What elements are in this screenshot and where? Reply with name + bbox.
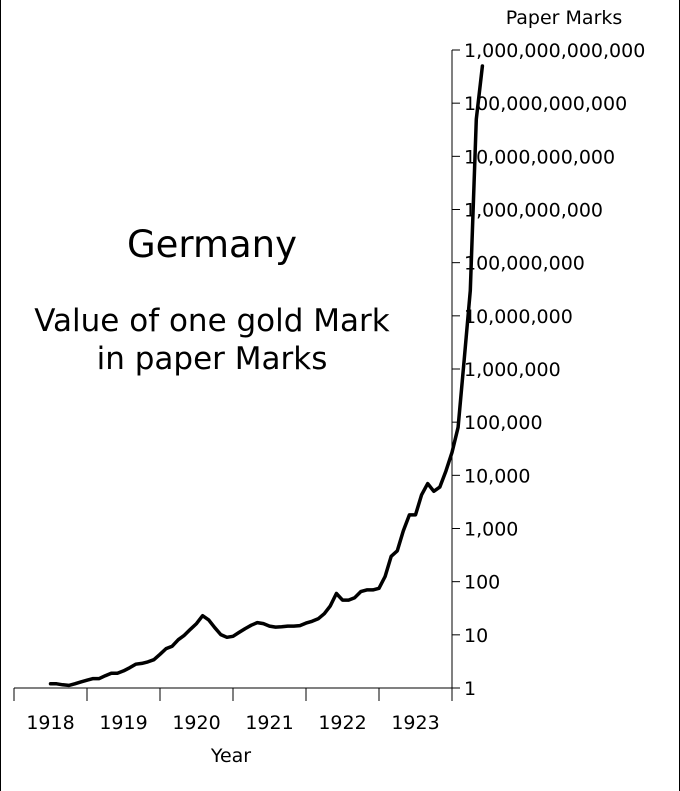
x-axis-title: Year xyxy=(210,745,251,767)
y-tick-label: 1,000,000,000 xyxy=(464,200,603,222)
y-tick-label: 10,000 xyxy=(464,465,530,487)
y-tick-label: 100,000 xyxy=(464,412,543,434)
y-tick-label: 10,000,000 xyxy=(464,306,573,328)
x-tick-label: 1923 xyxy=(391,712,439,734)
y-tick-label: 1,000,000,000,000 xyxy=(464,40,645,62)
series-line xyxy=(48,64,485,688)
ticks-layer: 1 10 100 1,000 10,000 100,000 1,000,000 10,000,… xyxy=(13,40,645,734)
x-tick-label: 1918 xyxy=(26,712,74,734)
y-tick-label: 10,000,000,000 xyxy=(464,146,615,168)
y-tick-label: 10 xyxy=(464,625,488,647)
y-tick-label: 1 xyxy=(464,678,476,700)
chart-title: Germany xyxy=(127,223,297,266)
y-tick-label: 100 xyxy=(464,572,500,594)
y-axis-title: Paper Marks xyxy=(506,7,623,29)
x-tick-label: 1919 xyxy=(99,712,147,734)
x-tick-label: 1920 xyxy=(172,712,220,734)
y-tick-label: 100,000,000 xyxy=(464,253,585,275)
y-tick-label: 100,000,000,000 xyxy=(464,93,627,115)
chart-subtitle-line-1: Value of one gold Mark xyxy=(34,303,390,339)
y-tick-label: 1,000 xyxy=(464,519,518,541)
x-tick-label: 1921 xyxy=(245,712,293,734)
y-tick-label: 1,000,000 xyxy=(464,359,561,381)
chart-subtitle-line-2: in paper Marks xyxy=(97,341,328,377)
x-tick-label: 1922 xyxy=(318,712,366,734)
